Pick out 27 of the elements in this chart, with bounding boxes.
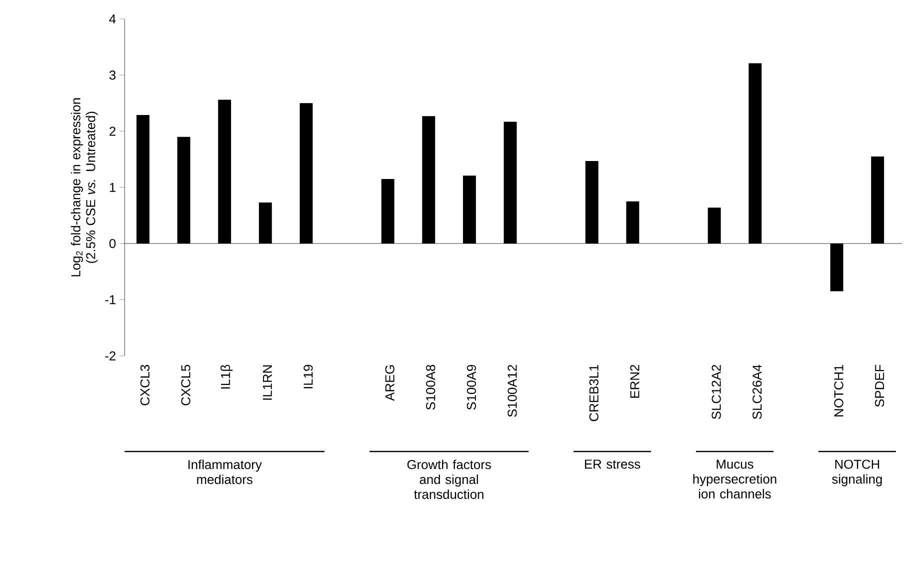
x-tick-label: S100A8 [426,364,436,410]
text: NOTCH signaling [832,460,882,486]
y-tick-label: -1 [105,295,116,304]
x-tick-label: SLC12A2 [712,364,721,419]
y-tick-label: 4 [109,14,116,24]
x-tick-label: IL19 [304,364,313,388]
y-tick-label: 0 [109,238,116,248]
y-tick-label: 3 [109,70,116,80]
x-tick-label: CXCL5 [181,364,190,406]
x-tick-label: IL1β [220,364,233,388]
x-tick-label: ERN2 [630,364,640,398]
x-tick-label: IL1RN [262,365,272,400]
x-tick-label: CXCL3 [140,364,150,406]
x-tick-label: NOTCH1 [834,364,844,416]
y-tick-label: 1 [110,182,116,192]
text: Inflammatory mediators [188,460,262,484]
y-tick-label: -2 [105,351,116,360]
x-tick-label: S100A9 [466,364,476,410]
text: Mucus hypersecretion ion channels [693,460,776,498]
x-tick-label: SPDEF [874,364,884,407]
x-tick-label: SLC26A4 [752,364,762,419]
y-tick-label: 2 [110,126,116,136]
text: Growth factors and signal transduction [407,460,491,499]
text: ER stress [585,460,640,469]
x-tick-label: CREB3L1 [589,364,598,422]
x-tick-label: AREG [385,365,394,401]
x-tick-label: S100A12 [508,364,517,417]
